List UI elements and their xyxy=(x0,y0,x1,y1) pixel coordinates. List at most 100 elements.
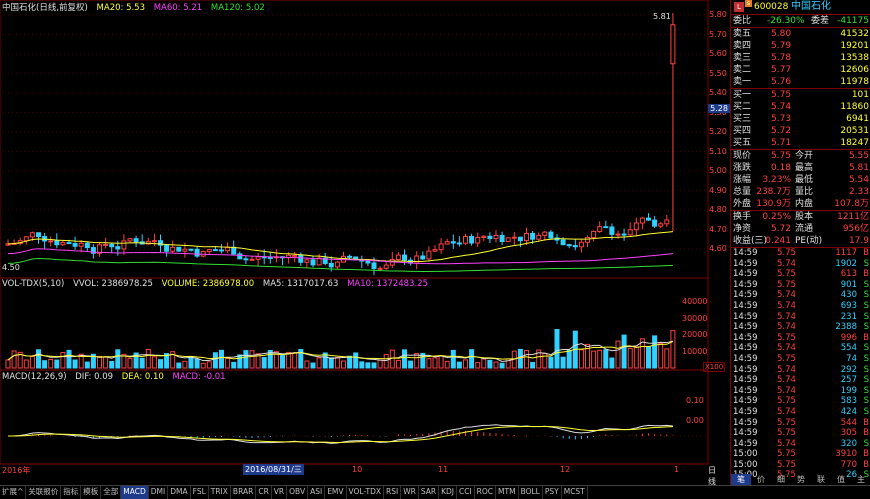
candle-body xyxy=(402,254,407,261)
indicator-tab[interactable]: 模板 xyxy=(81,486,102,499)
kline-chart-area[interactable]: 中国石化(日线,前复权) MA20: 5.53 MA60: 5.21 MA120… xyxy=(0,0,726,486)
indicator-tab[interactable]: ROC xyxy=(475,486,497,499)
quote-value: 5.81 xyxy=(848,163,869,173)
panel-tab[interactable]: 势 xyxy=(797,475,805,484)
tick-price: 5.74 xyxy=(777,290,796,301)
buy-level-volume: 18247 xyxy=(840,138,869,148)
tick-row: 15:00 5.75 3910 B xyxy=(731,449,870,460)
volume-bar xyxy=(48,358,54,369)
tick-side: S xyxy=(863,385,869,396)
indicator-tab[interactable]: ASI xyxy=(308,486,326,499)
vol-ma10-line xyxy=(7,341,674,361)
stock-badge-icon: s xyxy=(745,0,752,7)
indicator-tab[interactable]: OBV xyxy=(287,486,309,499)
volume-bar xyxy=(121,353,127,369)
panel-tab[interactable]: 联 xyxy=(817,475,825,484)
volume-bar xyxy=(347,355,353,369)
tick-side: B xyxy=(863,449,869,460)
kline-chart-svg[interactable] xyxy=(0,0,730,485)
candle-body xyxy=(212,249,218,252)
candle-body xyxy=(72,243,78,247)
volume-bar xyxy=(66,349,72,369)
volume-bar xyxy=(670,330,676,369)
sell-level-price: 5.77 xyxy=(771,65,792,75)
period-label[interactable]: 日线 xyxy=(708,466,716,486)
volume-bar xyxy=(164,353,170,369)
panel-tab[interactable]: 细 xyxy=(777,475,785,484)
expand-button[interactable]: 扩展^ xyxy=(0,486,27,499)
indicator-tab[interactable]: BOLL xyxy=(519,486,543,499)
panel-tabs[interactable]: 笔价 细 势 联 值 主 xyxy=(731,474,870,485)
indicator-tab[interactable]: MCST xyxy=(562,486,588,499)
indicator-tab[interactable]: PSY xyxy=(543,486,562,499)
indicator-tab[interactable]: WR xyxy=(401,486,419,499)
tick-volume: 199 xyxy=(840,385,857,396)
price-axis-label: 5.40 xyxy=(709,88,727,97)
indicator-tab[interactable]: FSL xyxy=(191,486,209,499)
panel-tab[interactable]: 价 xyxy=(757,475,765,484)
indicator-tab[interactable]: SAR xyxy=(419,486,440,499)
indicator-tab[interactable]: EMV xyxy=(325,486,347,499)
indicator-tab[interactable]: BRAR xyxy=(231,486,257,499)
fund-value: 956亿 xyxy=(842,224,869,234)
candle-body xyxy=(444,241,450,245)
candle-body xyxy=(255,256,261,260)
indicator-tab[interactable]: VOL-TDX xyxy=(347,486,384,499)
indicator-tab[interactable]: KDJ xyxy=(439,486,457,499)
indicator-tab[interactable]: TRIX xyxy=(209,486,231,499)
volume-bar xyxy=(499,362,505,369)
macd-axis-label: 0.10 xyxy=(686,396,704,405)
related-quote-button[interactable]: 关联报价 xyxy=(26,486,62,499)
tick-time: 14:59 xyxy=(733,406,758,417)
candle-body xyxy=(652,219,658,227)
volume-bar xyxy=(341,360,346,369)
quote-value: 130.9万 xyxy=(756,199,791,209)
tick-row: 14:59 5.74 292 S xyxy=(731,365,870,376)
buy-level-volume: 11860 xyxy=(840,102,869,112)
panel-tab[interactable]: 主 xyxy=(857,475,865,484)
panel-tab[interactable]: 值 xyxy=(837,475,845,484)
cursor-date-label: 2016/08/31/三 xyxy=(243,464,304,475)
sell-level-label: 卖三 xyxy=(733,53,752,63)
volume-bar xyxy=(621,334,627,369)
volume-bar xyxy=(475,362,481,369)
volume-bar xyxy=(566,349,572,369)
volume-bar xyxy=(54,359,60,369)
dif-line xyxy=(7,424,673,444)
indicator-tab[interactable]: DMI xyxy=(149,486,169,499)
tick-price: 5.74 xyxy=(777,375,796,386)
indicator-tab[interactable]: CCI xyxy=(457,486,475,499)
candle-body xyxy=(493,234,499,240)
candle-body xyxy=(426,250,432,260)
volume-bar xyxy=(237,354,243,369)
indicator-tab[interactable]: RSI xyxy=(384,486,402,499)
quote-row: 涨跌 0.18 最高 5.81 xyxy=(731,162,870,174)
indicator-tab[interactable]: DMA xyxy=(168,486,191,499)
volume-bar xyxy=(219,349,224,369)
tick-time: 14:59 xyxy=(733,385,758,396)
volume-bar xyxy=(127,357,133,369)
tick-volume: 996 xyxy=(840,332,857,343)
indicator-tab[interactable]: 全部 xyxy=(101,486,122,499)
quote-row: 外盘 130.9万 内盘 107.8万 xyxy=(731,198,870,210)
volume-bar xyxy=(359,361,365,369)
current-price-tag: 5.28 xyxy=(708,104,730,113)
volume-bar xyxy=(255,353,261,369)
indicator-tab[interactable]: 指标 xyxy=(61,486,82,499)
buy-level-label: 买二 xyxy=(733,102,752,112)
volume-bar xyxy=(444,360,450,369)
indicator-tab[interactable]: CR xyxy=(256,486,272,499)
indicator-tab[interactable]: MTM xyxy=(496,486,519,499)
indicator-tab[interactable]: VR xyxy=(272,486,288,499)
quote-label: 涨幅 xyxy=(733,175,752,185)
tick-volume: 430 xyxy=(840,290,857,301)
candle-body xyxy=(432,249,438,252)
indicator-tab[interactable]: MACD xyxy=(121,486,149,499)
candle-body xyxy=(664,219,670,225)
price-axis-label: 4.80 xyxy=(709,205,727,214)
volume-bar xyxy=(23,359,29,369)
indicator-bar: 扩展^ 关联报价 指标 模板 全部 MACD DMI DMA FSL TRIX BRAR CR VR… xyxy=(0,485,870,499)
panel-tab[interactable]: 笔 xyxy=(731,474,751,485)
tick-time: 14:59 xyxy=(733,332,758,343)
volume-bar xyxy=(261,357,267,369)
